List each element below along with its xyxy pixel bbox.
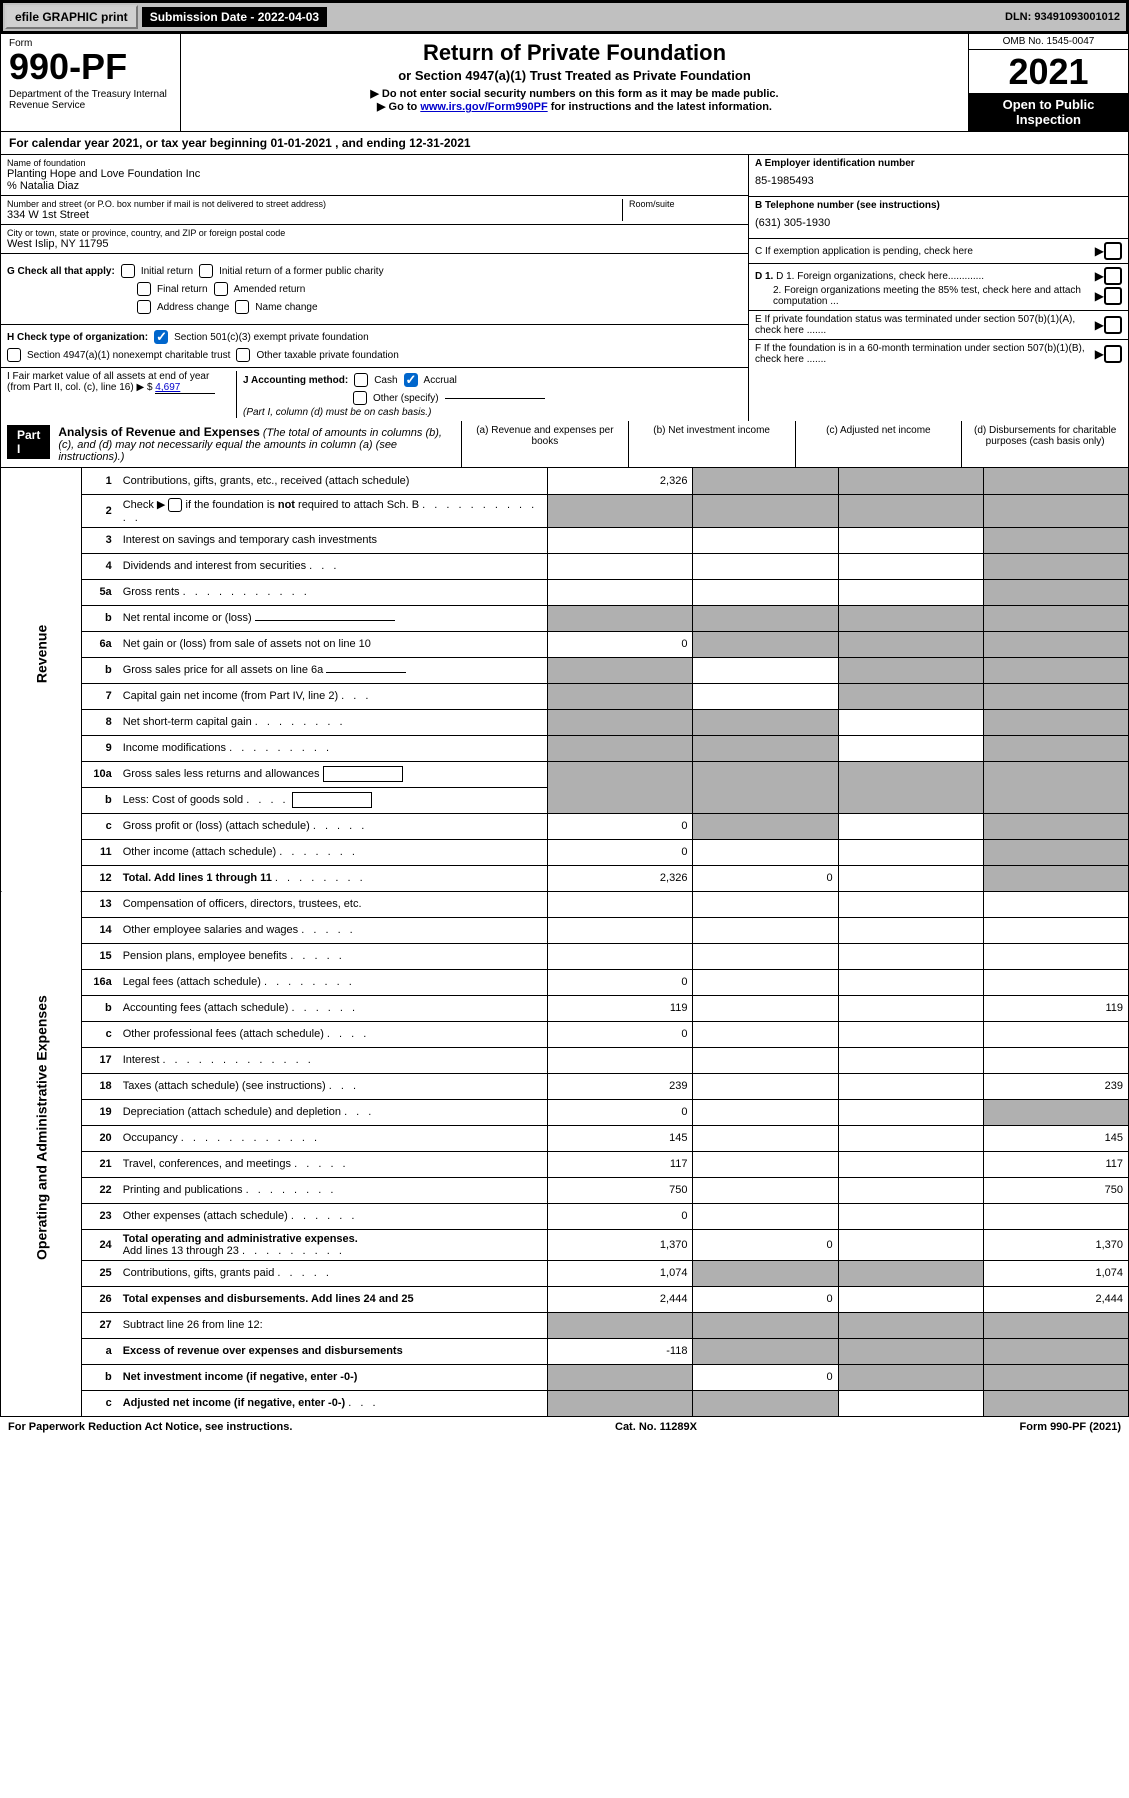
fmv-value: 4,697 (155, 382, 215, 394)
submission-date: Submission Date - 2022-04-03 (142, 7, 327, 27)
cb-foreign-org[interactable] (1104, 267, 1122, 285)
cb-address-change[interactable] (137, 300, 151, 314)
identity-block: Name of foundation Planting Hope and Lov… (0, 155, 1129, 421)
d1-label: D 1. Foreign organizations, check here..… (776, 271, 984, 282)
form-header: Form 990-PF Department of the Treasury I… (0, 34, 1129, 132)
col-c-header: (c) Adjusted net income (795, 421, 962, 467)
j-note: (Part I, column (d) must be on cash basi… (243, 407, 742, 418)
cb-foreign-85[interactable] (1104, 287, 1122, 305)
cb-501c3[interactable] (154, 330, 168, 344)
ssn-note: ▶ Do not enter social security numbers o… (187, 87, 962, 100)
b-label: B Telephone number (see instructions) (755, 200, 940, 211)
form-title: Return of Private Foundation (187, 40, 962, 66)
cb-final-return[interactable] (137, 282, 151, 296)
city-label: City or town, state or province, country… (7, 228, 742, 238)
cb-initial-return[interactable] (121, 264, 135, 278)
cb-name-change[interactable] (235, 300, 249, 314)
form-number: 990-PF (9, 49, 172, 85)
phone: (631) 305-1930 (755, 211, 1122, 235)
j-label: J Accounting method: (243, 375, 348, 386)
part1-table: Revenue 1Contributions, gifts, grants, e… (0, 468, 1129, 1417)
a-label: A Employer identification number (755, 158, 915, 169)
street-address: 334 W 1st Street (7, 209, 622, 221)
c-label: C If exemption application is pending, c… (755, 246, 1095, 257)
e-label: E If private foundation status was termi… (755, 314, 1095, 336)
cb-amended-return[interactable] (214, 282, 228, 296)
page-footer: For Paperwork Reduction Act Notice, see … (0, 1417, 1129, 1437)
d2-label: 2. Foreign organizations meeting the 85%… (773, 285, 1095, 307)
cb-sch-b[interactable] (168, 498, 182, 512)
form-subtitle: or Section 4947(a)(1) Trust Treated as P… (187, 68, 962, 83)
calendar-year: For calendar year 2021, or tax year begi… (0, 132, 1129, 155)
form-footer: Form 990-PF (2021) (1020, 1421, 1122, 1433)
cb-exemption-pending[interactable] (1104, 242, 1122, 260)
cb-cash[interactable] (354, 373, 368, 387)
efile-print-button[interactable]: efile GRAPHIC print (5, 5, 138, 29)
cb-4947a1[interactable] (7, 348, 21, 362)
foundation-name: Planting Hope and Love Foundation Inc (7, 168, 742, 180)
tax-year: 2021 (969, 50, 1128, 93)
expenses-side-label: Operating and Administrative Expenses (1, 891, 82, 1364)
cb-other-method[interactable] (353, 391, 367, 405)
f-label: F If the foundation is in a 60-month ter… (755, 343, 1095, 365)
cb-accrual[interactable] (404, 373, 418, 387)
paperwork-notice: For Paperwork Reduction Act Notice, see … (8, 1421, 292, 1433)
cb-other-taxable[interactable] (236, 348, 250, 362)
irs-link[interactable]: www.irs.gov/Form990PF (420, 101, 547, 113)
room-label: Room/suite (629, 199, 742, 209)
cb-status-terminated[interactable] (1104, 316, 1122, 334)
revenue-side-label: Revenue (1, 468, 82, 839)
open-public: Open to Public Inspection (969, 93, 1128, 131)
addr-label: Number and street (or P.O. box number if… (7, 199, 622, 209)
cb-initial-former[interactable] (199, 264, 213, 278)
part1-badge: Part I (7, 425, 50, 459)
arrow-icon: ▶ (1095, 244, 1104, 258)
h-label: H Check type of organization: (7, 332, 148, 343)
city-state-zip: West Islip, NY 11795 (7, 238, 742, 250)
cb-60month[interactable] (1104, 345, 1122, 363)
cat-no: Cat. No. 11289X (615, 1421, 697, 1433)
omb-number: OMB No. 1545-0047 (969, 34, 1128, 50)
ein: 85-1985493 (755, 169, 1122, 193)
goto-note: ▶ Go to www.irs.gov/Form990PF for instru… (187, 100, 962, 113)
g-label: G Check all that apply: (7, 266, 115, 277)
top-bar: efile GRAPHIC print Submission Date - 20… (0, 0, 1129, 34)
col-b-header: (b) Net investment income (628, 421, 795, 467)
col-d-header: (d) Disbursements for charitable purpose… (961, 421, 1128, 467)
part1-header-row: Part I Analysis of Revenue and Expenses … (0, 421, 1129, 468)
dept-treasury: Department of the Treasury Internal Reve… (9, 89, 172, 111)
name-label: Name of foundation (7, 158, 742, 168)
col-a-header: (a) Revenue and expenses per books (461, 421, 628, 467)
dln: DLN: 93491093001012 (1005, 11, 1124, 23)
care-of: % Natalia Diaz (7, 180, 742, 192)
